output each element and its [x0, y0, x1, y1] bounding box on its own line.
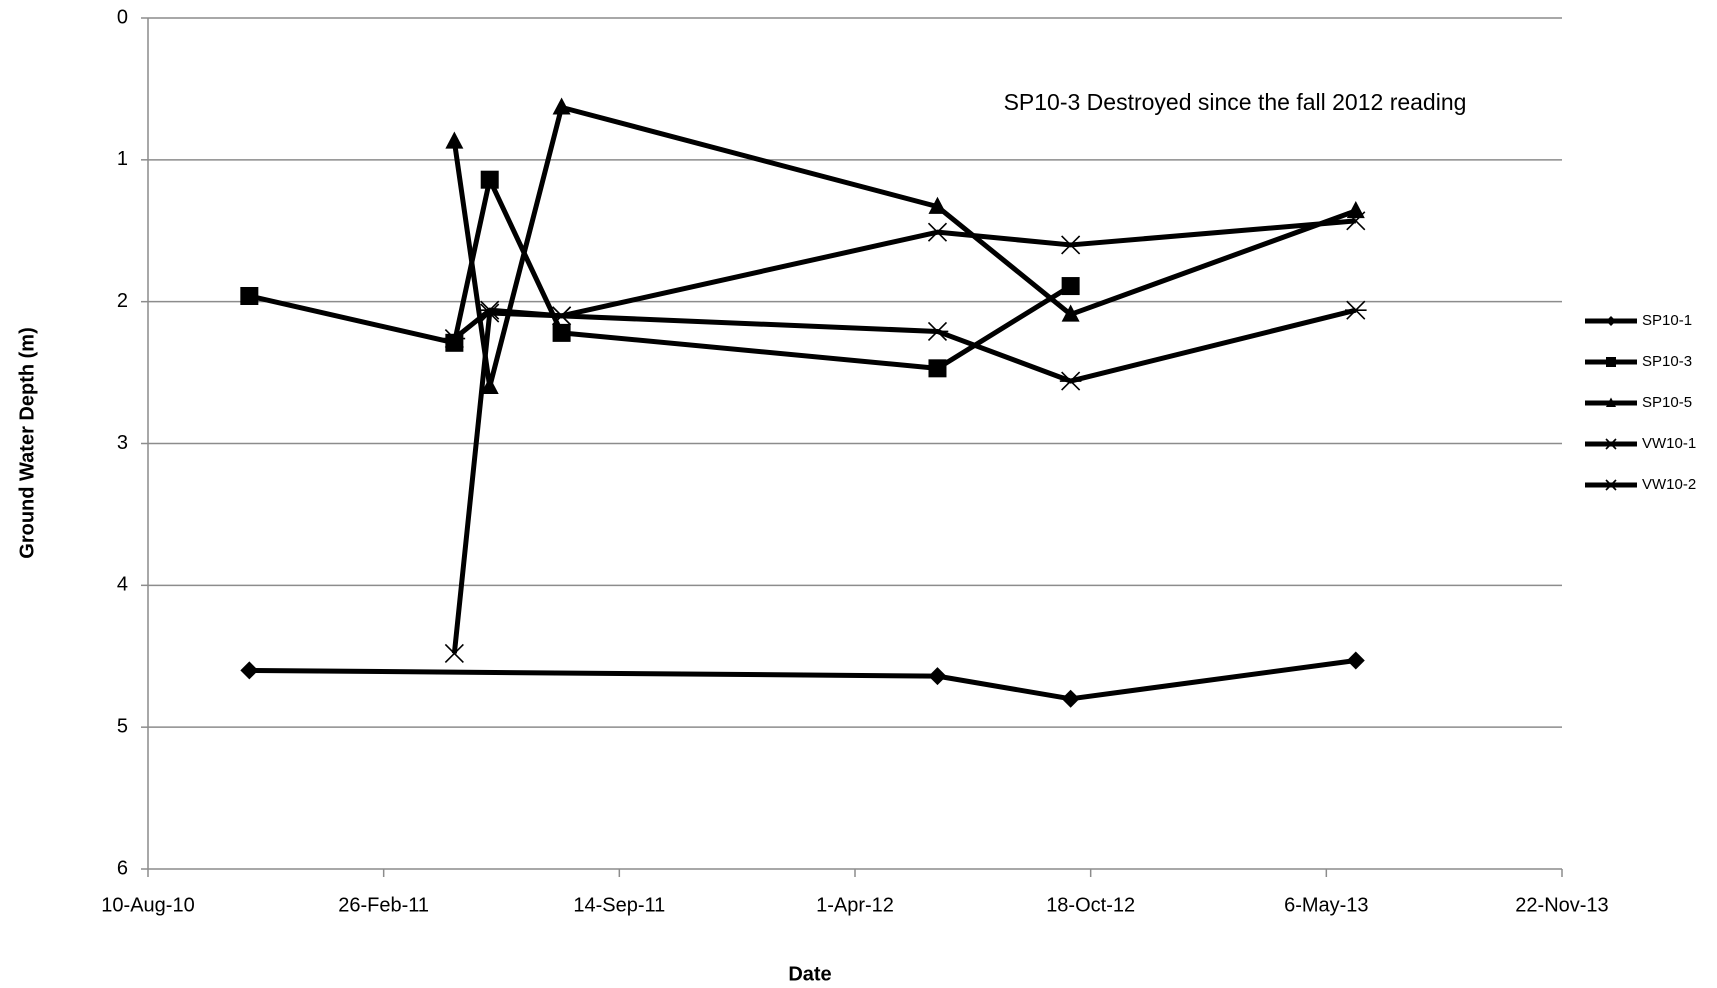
x-tick-label: 18-Oct-12: [1046, 894, 1135, 916]
marker: [1606, 357, 1616, 367]
marker: [1061, 689, 1080, 708]
x-tick-label: 26-Feb-11: [338, 894, 429, 916]
x-tick-label: 1-Apr-12: [816, 894, 894, 916]
y-tick-label: 4: [117, 574, 128, 596]
marker: [1061, 277, 1080, 296]
marker: [444, 643, 464, 663]
legend-label: SP10-1: [1642, 312, 1692, 329]
marker: [240, 286, 259, 305]
marker: [1346, 200, 1365, 219]
marker: [240, 661, 259, 680]
y-tick-label: 1: [117, 148, 128, 170]
marker: [1059, 371, 1082, 391]
marker: [927, 222, 948, 242]
marker: [1346, 211, 1366, 231]
marker: [480, 170, 499, 189]
x-tick-label: 14-Sep-11: [573, 894, 665, 916]
x-tick-label: 10-Aug-10: [101, 894, 194, 916]
marker: [1606, 316, 1616, 326]
series: [240, 651, 1365, 708]
marker: [928, 667, 947, 686]
marker: [552, 323, 571, 342]
series-line: [249, 658, 1357, 702]
marker: [1061, 304, 1080, 322]
series-line: [248, 177, 1072, 371]
series: [445, 97, 1365, 394]
marker: [926, 321, 949, 342]
legend-label: VW10-1: [1642, 435, 1696, 452]
y-tick-label: 5: [117, 715, 128, 737]
series: [444, 211, 1366, 663]
marker: [550, 306, 573, 326]
y-tick-label: 0: [117, 6, 128, 28]
legend-label: VW10-2: [1642, 476, 1696, 493]
marker: [1605, 479, 1617, 491]
x-tick-label: 6-May-13: [1284, 894, 1368, 916]
marker: [552, 97, 571, 115]
series-line: [452, 307, 1357, 384]
series: [443, 300, 1367, 391]
marker: [480, 376, 499, 394]
marker: [478, 300, 501, 320]
marker: [443, 328, 466, 349]
y-axis-label: Ground Water Depth (m): [16, 327, 38, 558]
marker: [1344, 300, 1367, 320]
y-tick-label: 6: [117, 857, 128, 879]
marker: [1605, 438, 1617, 450]
legend-label: SP10-3: [1642, 353, 1692, 370]
marker: [1346, 651, 1365, 670]
series: [240, 170, 1080, 378]
legend-label: SP10-5: [1642, 394, 1692, 411]
series-line: [451, 218, 1357, 654]
y-tick-label: 3: [117, 432, 128, 454]
x-tick-label: 22-Nov-13: [1515, 894, 1608, 916]
annotation: SP10-3 Destroyed since the fall 2012 rea…: [1004, 89, 1467, 115]
marker: [1061, 235, 1081, 255]
marker: [445, 131, 464, 149]
marker: [928, 359, 947, 378]
y-tick-label: 2: [117, 290, 128, 312]
marker: [1606, 397, 1616, 407]
marker: [928, 196, 947, 214]
x-axis-label: Date: [788, 963, 831, 985]
